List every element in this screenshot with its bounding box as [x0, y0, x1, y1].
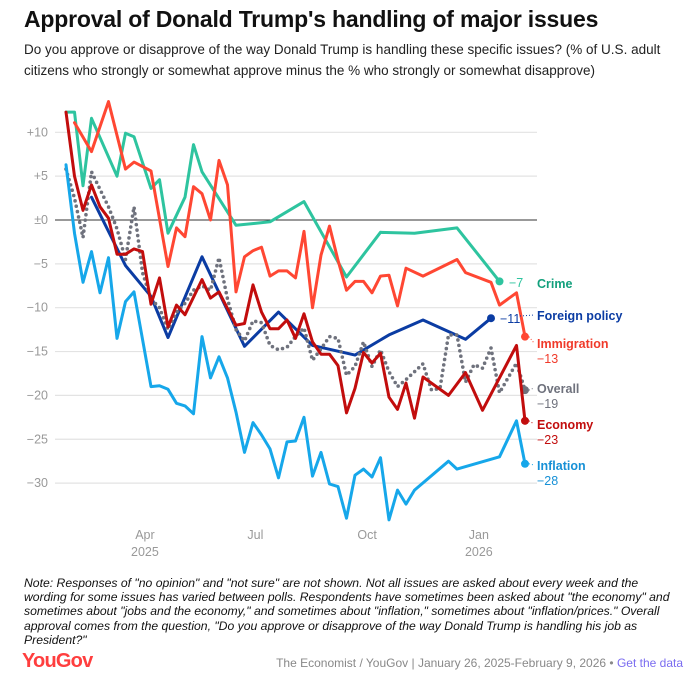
y-tick-label: −20 — [27, 388, 48, 402]
series-value-economy: −23 — [537, 433, 558, 447]
series-value-crime: −7 — [509, 276, 523, 290]
end-marker-inflation — [521, 459, 529, 468]
y-tick-label: −10 — [27, 301, 48, 315]
series-line-overall — [64, 167, 527, 395]
x-tick-year: 2026 — [465, 545, 493, 559]
y-tick-label: −5 — [34, 257, 48, 271]
series-label-immigration: Immigration — [537, 337, 609, 351]
chart-subtitle: Do you approve or disapprove of the way … — [24, 42, 661, 78]
y-tick-label: −15 — [27, 345, 48, 359]
gridlines: +10 +5 ±0 −5 −10 −15 −20 −25 −30 — [27, 125, 537, 490]
y-tick-label: +10 — [27, 125, 48, 139]
chart-title: Approval of Donald Trump's handling of m… — [24, 6, 599, 32]
y-tick-label: −30 — [27, 476, 48, 490]
series-value-inflation: −28 — [537, 474, 558, 488]
series-label-crime: Crime — [537, 277, 572, 291]
source-line: The Economist / YouGov | January 26, 202… — [276, 656, 683, 670]
series-label-inflation: Inflation — [537, 459, 586, 473]
series-label-economy: Economy — [537, 418, 593, 432]
y-tick-label: −25 — [27, 432, 48, 446]
label-leader — [528, 336, 535, 344]
series-line-inflation — [64, 163, 527, 522]
source-text: The Economist / YouGov | January 26, 202… — [276, 656, 614, 670]
series-value-foreign-policy: −11 — [500, 312, 520, 326]
series-labels: Crime −7 Foreign policy −11 Immigration−13 Ov… — [500, 276, 622, 488]
series-value-overall: −19 — [537, 397, 558, 411]
y-tick-label: ±0 — [34, 213, 48, 227]
line-chart: +10 +5 ±0 −5 −10 −15 −20 −25 −30 Apr 2025 Jul Oct Ja… — [27, 100, 622, 559]
series-label-overall: Overall — [537, 382, 579, 396]
x-tick-label: Jul — [247, 528, 263, 542]
series-line-economy — [64, 110, 527, 423]
x-tick-year: 2025 — [131, 545, 159, 559]
get-data-link[interactable]: Get the data — [616, 656, 683, 670]
yougov-logo: YouGov — [22, 650, 93, 672]
x-tick-label: Jan — [469, 528, 489, 542]
end-marker-immigration — [521, 332, 529, 341]
y-tick-label: +5 — [34, 169, 48, 183]
series-line-immigration — [73, 100, 527, 339]
x-axis: Apr 2025 Jul Oct Jan 2026 — [131, 528, 493, 559]
end-marker-economy — [521, 416, 529, 425]
footnote: Note: Responses of "no opinion" and "not… — [24, 576, 670, 647]
label-leader — [528, 387, 535, 391]
series-lines — [64, 100, 529, 522]
x-tick-label: Oct — [357, 528, 377, 542]
end-marker-foreign-policy — [487, 314, 495, 323]
series-value-immigration: −13 — [537, 352, 558, 366]
x-tick-label: Apr — [135, 528, 154, 542]
label-leader — [528, 463, 535, 466]
end-marker-crime — [495, 277, 504, 286]
series-line-crime — [64, 110, 501, 283]
label-leader — [528, 420, 535, 425]
series-label-foreign-policy: Foreign policy — [537, 309, 622, 323]
